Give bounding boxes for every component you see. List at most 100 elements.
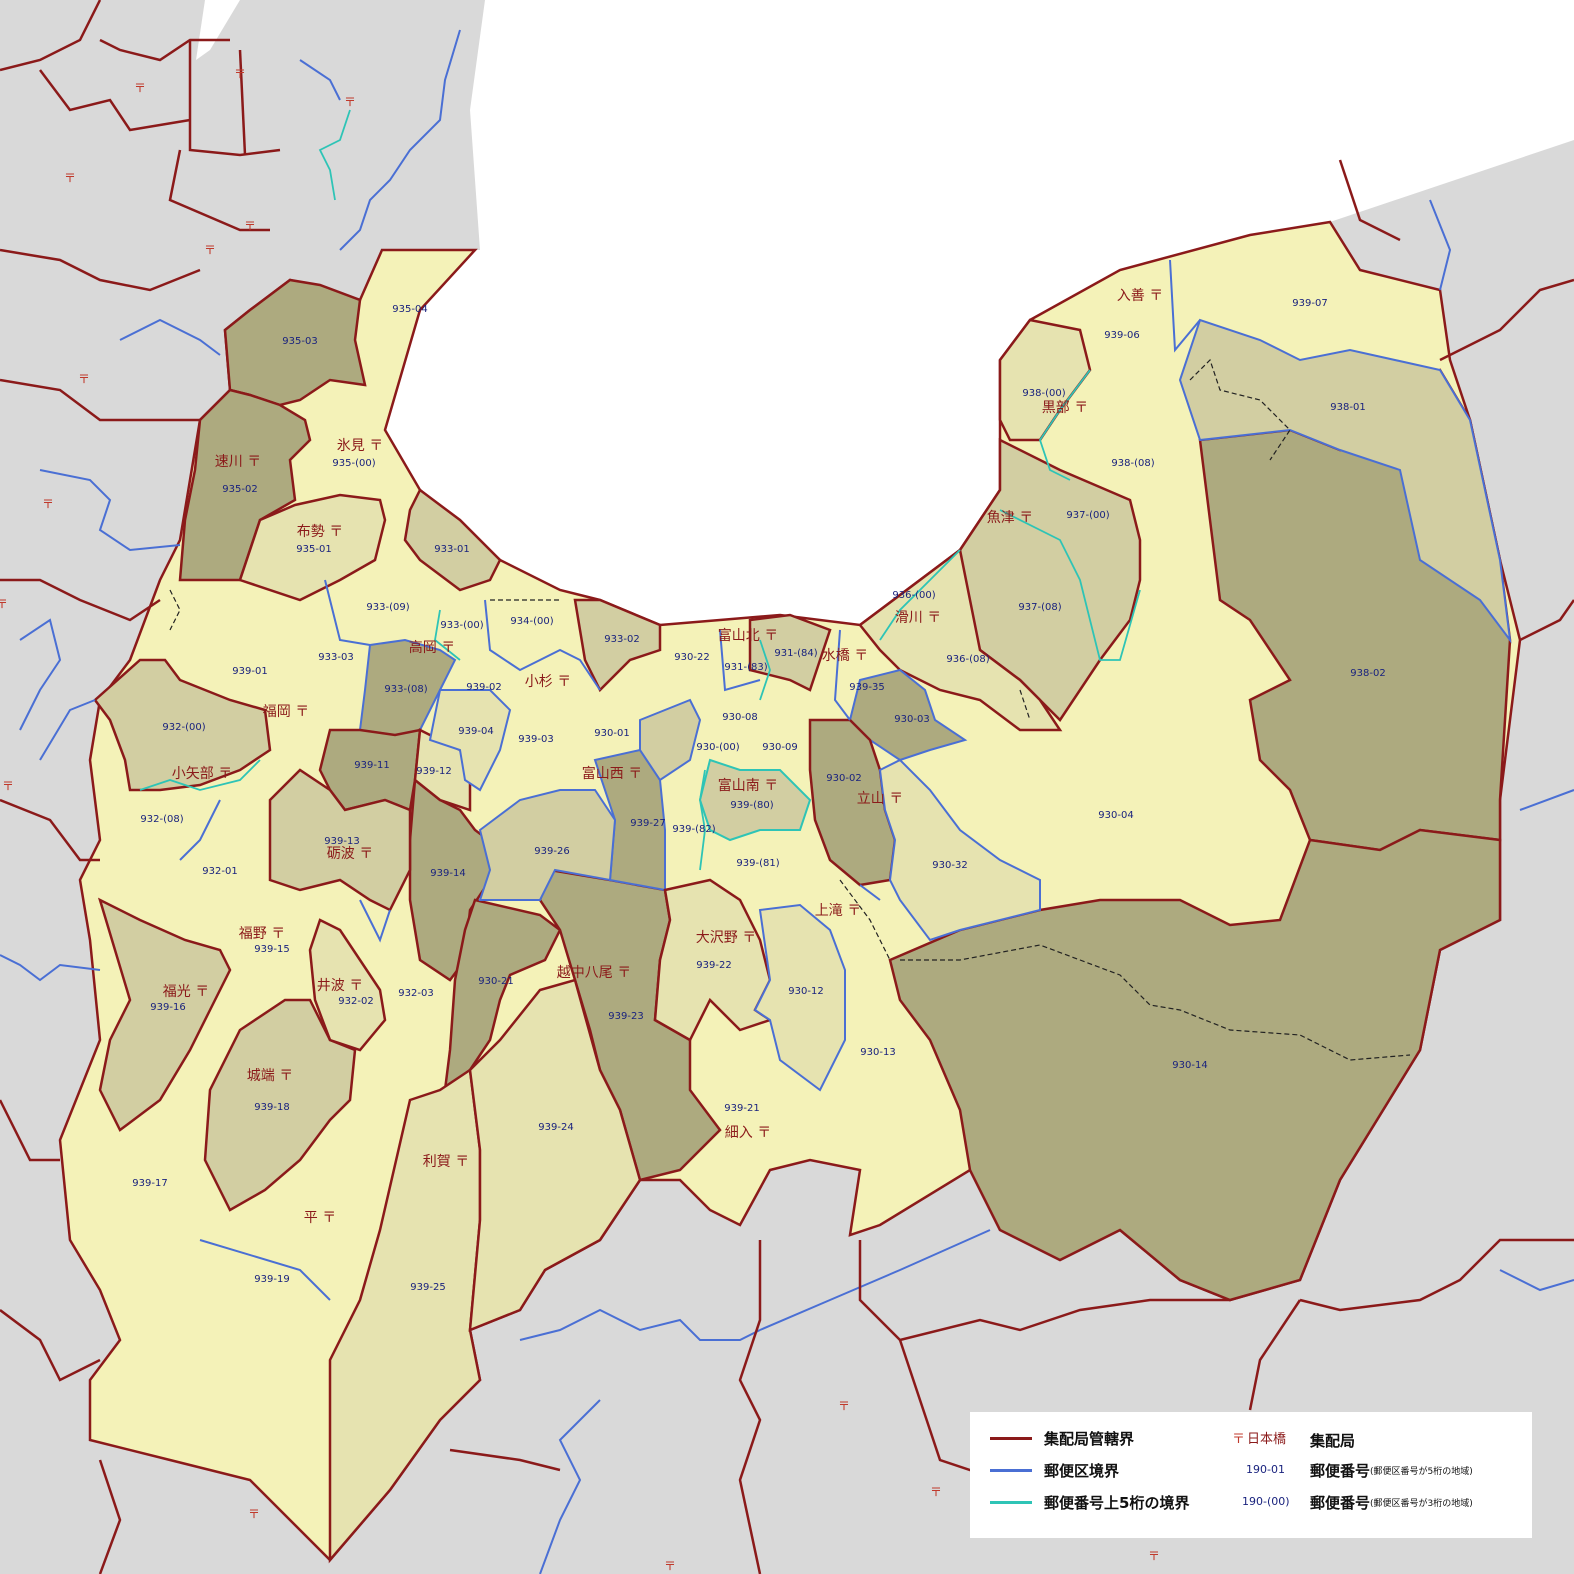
office-label-16: 速川 〒 [215,454,261,470]
legend-code5-note: (郵便区番号が5桁の地域) [1370,1467,1473,1477]
office-code-9: 930-13 [860,1047,895,1058]
zone-code-27: 933-(09) [366,602,409,613]
zone-code-22: 939-02 [466,682,501,693]
zone-code-19: 939-26 [534,846,569,857]
zone-code-2: 938-01 [1330,402,1365,413]
office-label-23: 福光 〒 [163,984,209,1000]
zone-939-26 [478,789,617,901]
zone-code-6: 930-03 [894,714,929,725]
office-label-10: 大沢野 〒 [696,930,756,946]
zone-932-00 [93,658,272,792]
post-mark-icon: 〒 [134,81,146,95]
post-mark-icon: 〒 [344,95,356,109]
office-label-12: 越中八尾 〒 [557,965,631,981]
office-code-5: 931-(83) [724,662,767,673]
zone-code-23: 939-04 [458,726,493,737]
zone-930-14 [888,828,1502,1302]
zone-code-30: 939-11 [354,760,389,771]
office-label-22: 井波 〒 [317,978,363,994]
legend-code5: 郵便番号 (郵便区番号が5桁の地域) [1310,1460,1473,1481]
zone-code-16: 939-(82) [672,824,715,835]
office-code-20: 939-13 [324,836,359,847]
zone-936-08 [858,547,1063,732]
office-code-26: 939-25 [410,1282,445,1293]
post-mark-icon: 〒 [248,1507,260,1521]
zone-code-0: 939-07 [1292,298,1327,309]
office-code-12: 939-23 [608,1011,643,1022]
office-code-4: 939-35 [849,682,884,693]
zone-code-37: 935-03 [282,336,317,347]
zone-code-3: 938-02 [1350,668,1385,679]
zone-930-12 [753,903,846,1092]
zone-code-7: 930-04 [1098,810,1133,821]
post-mark-icon: 〒 [244,219,256,233]
post-mark-icon: 〒 [1148,1549,1160,1563]
zone-code-31: 939-12 [416,766,451,777]
zone-code-1: 938-(00) [1022,388,1065,399]
post-mark-icon: 〒 [42,497,54,511]
legend-postal-boundary-label: 郵便区境界 [1044,1462,1120,1480]
zone-code-15: 930-09 [762,742,797,753]
zone-code-26: 933-01 [434,544,469,555]
zone-code-34: 932-(00) [162,722,205,733]
map-legend: 集配局管轄界 郵便区境界 郵便番号上5桁の境界 〒 日本橋 集配局 190-01… [970,1412,1532,1538]
legend-office-boundary: 集配局管轄界 [990,1428,1134,1449]
zone-code-10: 930-12 [788,986,823,997]
zone-code-12: 931-(84) [774,648,817,659]
legend-upper5-boundary-label: 郵便番号上5桁の境界 [1044,1494,1190,1512]
post-mark-icon: 〒 [64,171,76,185]
post-mark-icon: 〒 [838,1399,850,1413]
zone-code-17: 939-(81) [736,858,779,869]
office-label-21: 福野 〒 [239,926,285,942]
office-label-25: 平 〒 [304,1210,336,1226]
post-mark-icon: 〒 [0,597,8,611]
dashed-boundaries [169,358,1411,1061]
office-code-18: 939-01 [232,666,267,677]
office-code-23: 939-16 [150,1002,185,1013]
office-code-16: 935-02 [222,484,257,495]
office-label-8: 立山 〒 [857,791,903,807]
zone-933-01 [403,488,502,592]
zone-930-32 [878,758,1041,942]
office-code-21: 939-15 [254,944,289,955]
zone-939-81-82 [698,758,812,842]
zone-935-02 [178,388,312,582]
office-labels: 入善 〒黒部 〒魚津 〒滑川 〒水橋 〒 富山北 〒富山南 〒 富山西 〒立山 〒上… [163,288,1163,1226]
office-code-19: 932-(08) [140,814,183,825]
zone-code-29: 933-(08) [384,684,427,695]
post-mark-icon: 〒 [2,779,14,793]
office-code-25: 939-19 [254,1274,289,1285]
post-mark-icon: 〒 [930,1485,942,1499]
post-mark-icon: 〒 [204,243,216,257]
legend-code3-note: (郵便区番号が3桁の地域) [1370,1499,1473,1509]
legend-code3-sample: 190-(00) [1242,1495,1290,1508]
office-label-15: 氷見 〒 [337,438,383,454]
office-code-14: 933-(00) [440,620,483,631]
office-label-11: 細入 〒 [725,1125,771,1141]
office-label-4: 水橋 〒 [822,648,868,664]
zone-code-28: 933-03 [318,652,353,663]
office-label-0: 入善 〒 [1117,288,1163,304]
office-label-17: 布勢 〒 [297,524,343,540]
office-label-14: 高岡 〒 [409,639,455,656]
zone-code-14: 930-(00) [696,742,739,753]
zone-939-13 [268,768,412,912]
postal-boundaries [0,29,1574,1574]
office-code-0: 939-06 [1104,330,1139,341]
zone-code-33: 932-01 [202,866,237,877]
post-mark-icon: 〒 [234,67,246,81]
zone-code-24: 934-(00) [510,616,553,627]
office-code-6: 939-(80) [730,800,773,811]
zone-code-32: 939-14 [430,868,465,879]
zone-939-14 [408,777,497,982]
office-label-5: 富山北 〒 [718,627,778,644]
office-label-7: 富山西 〒 [582,765,642,782]
zone-code-5: 936-(00) [892,590,935,601]
zone-code-20: 930-21 [478,976,513,987]
office-label-18: 福岡 〒 [263,704,309,720]
zone-code-18: 939-27 [630,818,665,829]
office-label-2: 魚津 〒 [987,510,1033,526]
office-code-1: 938-(08) [1111,458,1154,469]
legend-code5-sample: 190-01 [1246,1463,1285,1476]
